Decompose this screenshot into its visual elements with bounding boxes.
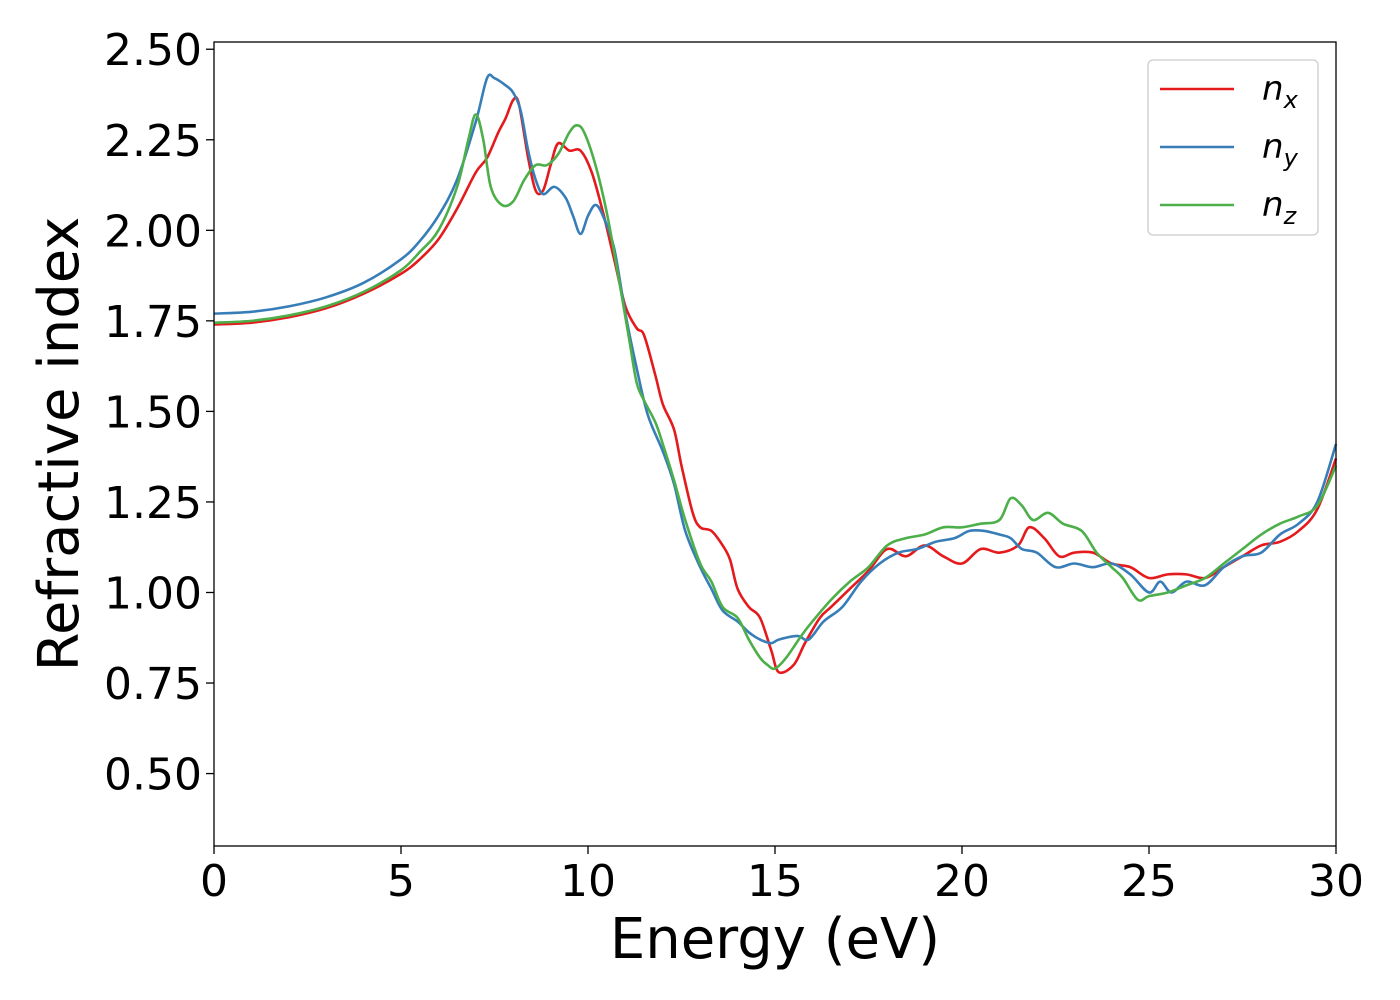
y-tick-label: 2.00 (104, 206, 202, 257)
legend-label: nx (1262, 69, 1299, 114)
series-layer (213, 73, 1338, 675)
x-tick-label: 15 (747, 856, 803, 907)
x-tick-label: 25 (1121, 856, 1177, 907)
y-tick-label: 1.25 (104, 478, 202, 529)
legend-label: ny (1262, 127, 1299, 172)
x-tick-label: 30 (1308, 856, 1364, 907)
y-axis: 0.50 0.75 1.00 1.25 1.50 1.75 2.00 2.25 2.50 (104, 25, 214, 801)
y-axis-title: Refractive index (27, 217, 92, 672)
legend-label-subscript: x (1283, 86, 1299, 114)
x-tick-label: 5 (387, 856, 415, 907)
y-tick-label: 1.50 (104, 387, 202, 438)
legend-label-subscript: y (1283, 144, 1299, 172)
y-tick-label: 0.75 (104, 659, 202, 710)
series-line-n-z (213, 113, 1338, 671)
y-tick-label: 1.75 (104, 297, 202, 348)
x-axis: 0 5 10 15 20 25 30 (200, 846, 1364, 907)
y-tick-label: 0.50 (104, 750, 202, 801)
x-tick-label: 10 (560, 856, 616, 907)
legend-label-main: n (1262, 127, 1284, 167)
legend-label-main: n (1262, 185, 1284, 225)
x-axis-title: Energy (eV) (610, 907, 940, 972)
legend-label-main: n (1262, 69, 1284, 109)
legend-label-subscript: z (1283, 202, 1298, 230)
legend-label: nz (1262, 185, 1298, 230)
y-tick-label: 1.00 (104, 568, 202, 619)
y-tick-label: 2.25 (104, 116, 202, 167)
series-line-n-y (213, 73, 1338, 645)
y-tick-label: 2.50 (104, 25, 202, 76)
x-tick-label: 0 (200, 856, 228, 907)
x-tick-label: 20 (934, 856, 990, 907)
